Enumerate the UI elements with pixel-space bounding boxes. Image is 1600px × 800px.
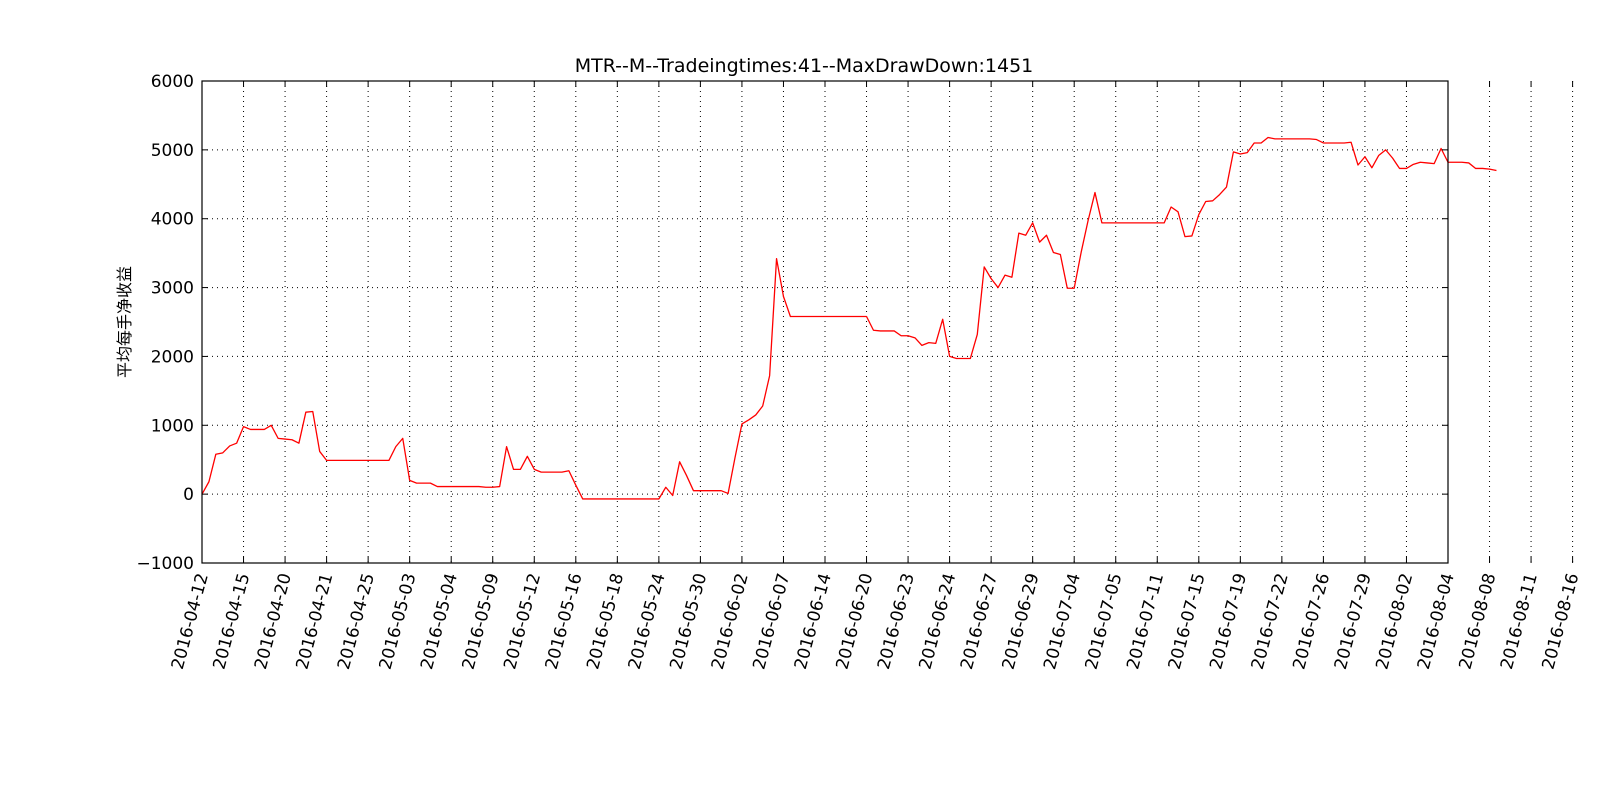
y-axis-label: 平均每手净收益 bbox=[115, 266, 134, 378]
x-tick-label: 2016-07-15 bbox=[1165, 571, 1210, 672]
x-tick-label: 2016-04-12 bbox=[168, 571, 213, 672]
y-tick-label: 6000 bbox=[151, 72, 194, 92]
x-tick-label: 2016-05-04 bbox=[417, 571, 462, 672]
x-tick-label: 2016-06-24 bbox=[916, 571, 961, 672]
x-tick-label: 2016-08-02 bbox=[1372, 571, 1417, 672]
y-tick-label: 3000 bbox=[151, 279, 194, 299]
series-line bbox=[201, 136, 1497, 500]
x-tick-label: 2016-05-30 bbox=[666, 571, 711, 672]
x-tick-label: 2016-08-04 bbox=[1414, 571, 1459, 672]
x-tick-label: 2016-06-23 bbox=[874, 571, 919, 672]
x-tick-label: 2016-07-26 bbox=[1289, 571, 1334, 672]
y-tick-label: 2000 bbox=[151, 347, 194, 367]
x-tick-label: 2016-06-07 bbox=[749, 571, 794, 672]
x-tick-label: 2016-07-05 bbox=[1082, 571, 1127, 672]
x-tick-label: 2016-07-11 bbox=[1123, 571, 1168, 672]
x-tick-label: 2016-04-20 bbox=[251, 571, 296, 672]
x-tick-label: 2016-05-18 bbox=[583, 571, 628, 672]
x-tick-label: 2016-04-25 bbox=[334, 571, 379, 672]
series-layer bbox=[201, 136, 1497, 500]
x-tick-label: 2016-07-22 bbox=[1248, 571, 1293, 672]
x-tick-label: 2016-05-03 bbox=[376, 571, 421, 672]
x-tick-label: 2016-06-29 bbox=[999, 571, 1044, 672]
x-tick-label: 2016-08-08 bbox=[1455, 571, 1500, 672]
x-tick-label: 2016-06-27 bbox=[957, 571, 1002, 672]
axes: −1000 0 1000 2000 3000 4000 5000 6000 2016-04-12… bbox=[136, 72, 1583, 672]
y-tick-label: 4000 bbox=[151, 210, 194, 230]
x-tick-label: 2016-07-04 bbox=[1040, 571, 1085, 672]
x-tick-label: 2016-06-20 bbox=[832, 571, 877, 672]
x-tick-label: 2016-05-09 bbox=[459, 571, 504, 672]
x-tick-label: 2016-07-29 bbox=[1331, 571, 1376, 672]
y-tick-label: 0 bbox=[183, 485, 194, 505]
plot-frame bbox=[201, 80, 1449, 564]
x-tick-label: 2016-06-02 bbox=[708, 571, 753, 672]
x-tick-label: 2016-05-12 bbox=[500, 571, 545, 672]
grid-lines bbox=[202, 81, 1574, 563]
x-tick-label: 2016-05-16 bbox=[542, 571, 587, 672]
x-tick-label: 2016-04-21 bbox=[293, 571, 338, 672]
y-tick-label: 5000 bbox=[151, 141, 194, 161]
chart-title: MTR--M--Tradeingtimes:41--MaxDrawDown:14… bbox=[575, 55, 1034, 77]
x-tick-label: 2016-05-24 bbox=[625, 571, 670, 672]
x-tick-label: 2016-08-16 bbox=[1539, 571, 1584, 672]
y-tick-label: −1000 bbox=[136, 554, 194, 574]
y-tick-label: 1000 bbox=[151, 416, 194, 436]
x-tick-label: 2016-06-14 bbox=[791, 571, 836, 672]
x-tick-label: 2016-08-11 bbox=[1497, 571, 1542, 672]
x-tick-label: 2016-07-19 bbox=[1206, 571, 1251, 672]
x-tick-label: 2016-04-15 bbox=[209, 571, 254, 672]
